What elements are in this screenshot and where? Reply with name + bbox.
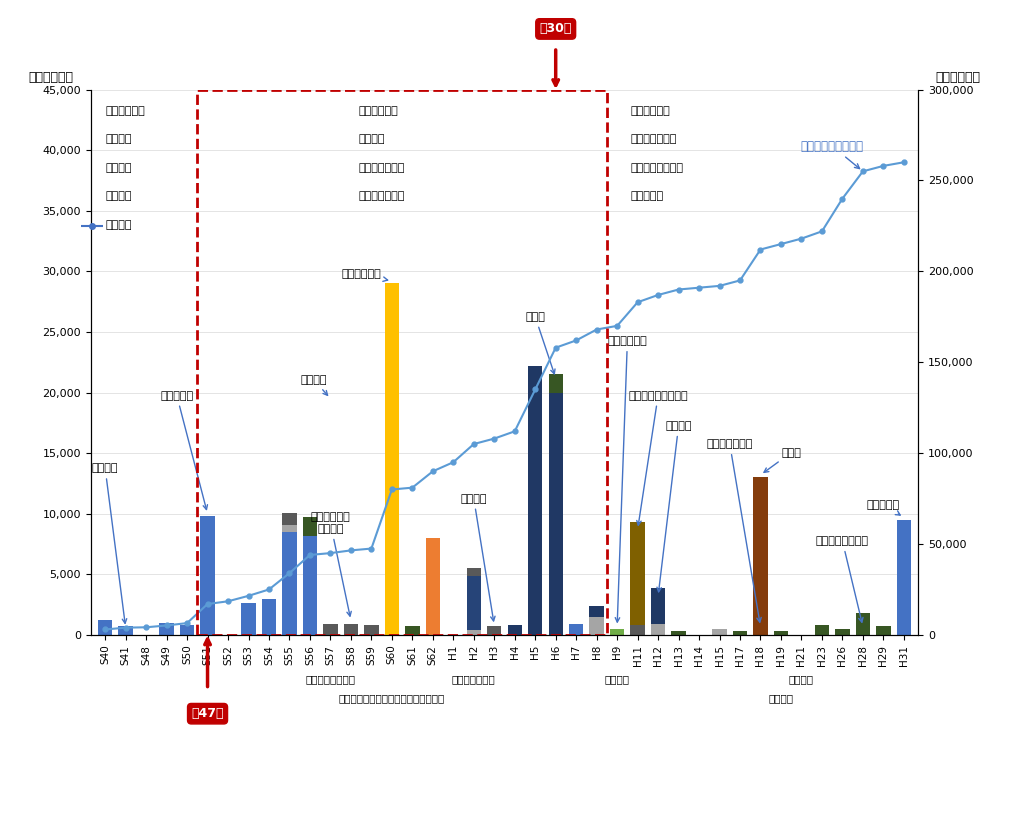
Bar — [283, 525, 297, 532]
Text: すずらんの湯: すずらんの湯 — [607, 336, 647, 622]
Bar — [835, 629, 850, 635]
Text: 縄文の湯: 縄文の湯 — [657, 421, 692, 592]
Text: 望岳の湯: 望岳の湯 — [769, 693, 793, 703]
Text: 諏訪南清掃センター: 諏訪南清掃センター — [629, 391, 688, 525]
Bar — [283, 532, 297, 635]
Text: 建築後、30～50年ほど経過した現在は大規模改修や建て替えが必要な時期に差し掛かっている: 建築後、30～50年ほど経過した現在は大規模改修や建て替えが必要な時期に差し掛か… — [15, 57, 445, 72]
Text: 市民館: 市民館 — [764, 448, 801, 472]
Bar — [98, 620, 112, 635]
Bar — [466, 575, 481, 630]
Bar — [897, 520, 911, 635]
Bar — [569, 624, 583, 635]
Text: コミュニティ施設: コミュニティ施設 — [631, 163, 684, 173]
Bar — [241, 603, 255, 635]
Bar — [384, 283, 399, 635]
Bar — [610, 629, 625, 635]
Bar — [814, 625, 829, 635]
Bar — [856, 613, 870, 635]
Bar — [406, 627, 420, 635]
Bar — [426, 538, 440, 635]
Bar — [303, 536, 317, 635]
Text: 昭和50年代～平成初期に掛けて多くの公共施設を整備: 昭和50年代～平成初期に掛けて多くの公共施設を整備 — [15, 16, 258, 32]
Bar — [323, 624, 338, 635]
Bar — [261, 598, 276, 635]
Text: 総床面積: 総床面積 — [106, 220, 132, 230]
Bar — [733, 632, 748, 635]
Text: 金鶏の湯: 金鶏の湯 — [604, 674, 630, 684]
Bar — [159, 623, 174, 635]
Text: その他施設: その他施設 — [631, 191, 664, 201]
Text: 衛生施設: 衛生施設 — [106, 191, 132, 201]
Bar — [487, 627, 501, 635]
Bar — [466, 568, 481, 575]
Text: 観光・産業施設: 観光・産業施設 — [358, 191, 405, 201]
Text: 青少年自然の森: 青少年自然の森 — [452, 674, 495, 684]
Bar — [651, 588, 665, 624]
Text: （総床面積）: （総床面積） — [935, 71, 981, 84]
Text: 河原の湯: 河原の湯 — [460, 493, 495, 621]
Bar — [712, 629, 726, 635]
Bar — [589, 606, 603, 617]
Text: 保健福祉施設: 保健福祉施設 — [631, 106, 670, 116]
Bar — [364, 625, 378, 635]
Bar — [198, 90, 606, 635]
Text: 総合体育館: 総合体育館 — [160, 391, 208, 510]
Text: ベルビア: ベルビア — [301, 374, 328, 396]
Text: ひと・まちプラザ: ひと・まちプラザ — [816, 536, 869, 622]
Bar — [528, 380, 543, 635]
Text: 塩壷の湯: 塩壷の湯 — [789, 674, 814, 684]
Bar — [201, 516, 215, 635]
Text: 小中学校: 小中学校 — [92, 463, 127, 624]
Bar — [876, 627, 891, 635]
Text: 行政施設: 行政施設 — [106, 163, 132, 173]
Bar — [549, 392, 563, 635]
Text: 学校教育施設: 学校教育施設 — [106, 106, 145, 116]
Text: 築30年: 築30年 — [540, 23, 572, 36]
Bar — [283, 513, 297, 525]
Bar — [631, 523, 645, 625]
Text: 病院施設: 病院施設 — [106, 134, 132, 144]
Bar — [589, 617, 603, 635]
Bar — [118, 627, 133, 635]
Text: 健康管理センター、アクアランド茅野: 健康管理センター、アクアランド茅野 — [339, 693, 445, 703]
Text: 八ヶ岳総合博物館: 八ヶ岳総合博物館 — [306, 674, 355, 684]
Text: 長峰中学校: 長峰中学校 — [867, 500, 900, 515]
Text: 住宅施設: 住宅施設 — [358, 134, 384, 144]
Text: 尖石縄文考古館: 尖石縄文考古館 — [706, 439, 761, 622]
Text: 市役所: 市役所 — [526, 312, 555, 374]
Bar — [466, 630, 481, 635]
Text: （整備面積）: （整備面積） — [28, 71, 74, 84]
Bar — [631, 625, 645, 635]
Text: 築47年: 築47年 — [192, 707, 224, 720]
Bar — [651, 624, 665, 635]
Bar — [549, 374, 563, 392]
Bar — [180, 625, 194, 635]
Bar — [671, 632, 686, 635]
Bar — [754, 477, 768, 635]
Bar — [303, 518, 317, 536]
Text: 社会教育施設: 社会教育施設 — [358, 106, 398, 116]
Text: 公共施設の総床面積: 公共施設の総床面積 — [801, 139, 864, 168]
Bar — [774, 632, 788, 635]
Bar — [344, 624, 358, 635]
Bar — [528, 365, 543, 380]
Text: 諏訪中央病院: 諏訪中央病院 — [341, 269, 387, 282]
Text: 子育て支援施設: 子育て支援施設 — [631, 134, 677, 144]
Text: 文化・芸術施設: 文化・芸術施設 — [358, 163, 405, 173]
Text: コミュニティ
センター: コミュニティ センター — [311, 512, 351, 616]
Bar — [508, 625, 522, 635]
